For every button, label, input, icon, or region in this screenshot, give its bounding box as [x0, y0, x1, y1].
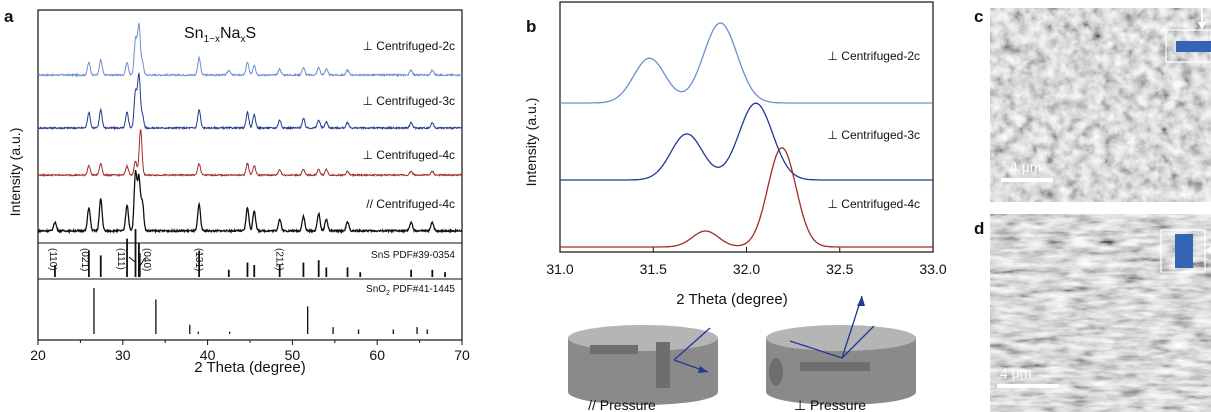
- chart-b-xlabel: 2 Theta (degree): [676, 291, 787, 308]
- panel-letter-c: c: [974, 7, 983, 26]
- sem-image-d: d 4 μm: [974, 214, 1211, 412]
- ref-label-sno2: SnO2 PDF#41-1445: [366, 284, 455, 297]
- panel-b: b Intensity (a.u.) 2 Theta (degree) // P…: [470, 0, 970, 412]
- series-line-b-0: [560, 22, 933, 104]
- platelet-vertical: [656, 342, 670, 388]
- arrow-icon: [128, 256, 136, 263]
- series-line-a-3: [37, 169, 463, 235]
- series-label-b-1: ⊥ Centrifuged-3c: [828, 128, 921, 142]
- x-tick-label-b: 31.0: [546, 261, 573, 277]
- panel-a: a Sn1−xNaxS Intensity (a.u.) 2 Theta (de…: [0, 0, 470, 412]
- series-line-b-1: [560, 102, 933, 181]
- x-tick-label-a: 30: [115, 347, 131, 363]
- x-tick-label-b: 31.5: [640, 261, 667, 277]
- panel-d: d 4 μm: [970, 206, 1211, 412]
- ref-label-sns: SnS PDF#39-0354: [371, 250, 455, 261]
- sem-image-c: c 4 μm: [974, 7, 1211, 202]
- scale-label-d: 4 μm: [1000, 365, 1031, 381]
- parallel-pressure-label: // Pressure: [588, 397, 656, 412]
- scale-bar: [997, 384, 1059, 388]
- platelet-end: [769, 358, 783, 386]
- series-label-b-0: ⊥ Centrifuged-2c: [828, 49, 921, 63]
- chart-a-ylabel: Intensity (a.u.): [7, 128, 23, 217]
- x-tick-label-a: 50: [285, 347, 301, 363]
- panel-letter-d: d: [974, 219, 984, 238]
- chart-a-title: Sn1−xNaxS: [184, 25, 256, 45]
- series-label-a-2: ⊥ Centrifuged-4c: [363, 148, 456, 162]
- inset-box: [1165, 29, 1211, 63]
- platelet-horizontal: [590, 345, 638, 354]
- x-tick-label-b: 32.5: [826, 261, 853, 277]
- x-tick-label-a: 70: [454, 347, 470, 363]
- scale-bar: [1001, 178, 1053, 182]
- panel-letter-a: a: [4, 7, 14, 26]
- hkl-label: (040): [141, 248, 152, 271]
- schematic-parallel: // Pressure: [568, 325, 718, 412]
- inset-platelet: [1176, 41, 1211, 52]
- series-line-a-1: [37, 71, 463, 131]
- series-label-a-0: ⊥ Centrifuged-2c: [363, 39, 456, 53]
- plot-frame-b: [559, 1, 934, 253]
- x-tick-label-b: 33.0: [919, 261, 946, 277]
- hkl-label: (110): [47, 248, 58, 271]
- x-tick-label-a: 60: [369, 347, 385, 363]
- series-label-a-3: // Centrifuged-4c: [366, 197, 455, 211]
- panel-c: c 4 μm: [970, 0, 1211, 206]
- inset-platelet: [1175, 234, 1193, 268]
- xrd-chart-b: b Intensity (a.u.) 2 Theta (degree) // P…: [523, 1, 947, 412]
- scale-label-c: 4 μm: [1010, 159, 1041, 175]
- x-tick-label-b: 32.0: [733, 261, 760, 277]
- platelet-horizontal: [800, 362, 870, 371]
- series-line-b-2: [560, 147, 933, 248]
- series-label-b-2: ⊥ Centrifuged-4c: [828, 197, 921, 211]
- series-line-a-0: [37, 21, 463, 78]
- x-tick-label-a: 40: [200, 347, 216, 363]
- series-line-a-2: [37, 129, 463, 178]
- hkl-label: (131): [193, 248, 204, 271]
- sem-micrograph: [990, 8, 1211, 202]
- hkl-label: (211): [274, 248, 285, 271]
- xrd-chart-a: a Sn1−xNaxS Intensity (a.u.) 2 Theta (de…: [4, 7, 470, 376]
- inset-box: [1160, 229, 1206, 273]
- x-tick-label-a: 20: [30, 347, 46, 363]
- hkl-label: (021): [79, 248, 90, 271]
- chart-b-ylabel: Intensity (a.u.): [523, 98, 539, 187]
- perp-pressure-label: ⊥ Pressure: [794, 397, 866, 412]
- series-label-a-1: ⊥ Centrifuged-3c: [363, 94, 456, 108]
- panel-letter-b: b: [526, 17, 536, 36]
- chart-a-xlabel: 2 Theta (degree): [194, 359, 305, 376]
- hkl-label: (111): [115, 248, 126, 270]
- schematic-perpendicular: ⊥ Pressure: [766, 295, 916, 412]
- sem-micrograph: [990, 214, 1211, 412]
- arrow-icon: [139, 257, 146, 267]
